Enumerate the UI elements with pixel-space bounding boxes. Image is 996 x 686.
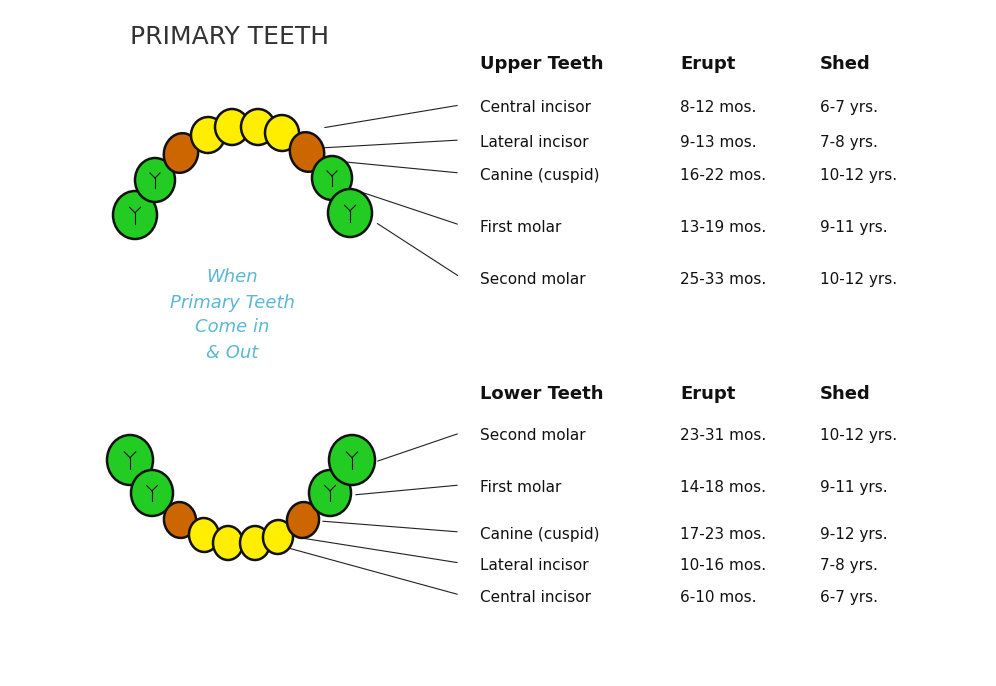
Ellipse shape [113,191,157,239]
Text: 8-12 mos.: 8-12 mos. [680,100,756,115]
Text: Shed: Shed [820,385,871,403]
Text: Erupt: Erupt [680,385,735,403]
Ellipse shape [287,502,319,538]
Text: 6-10 mos.: 6-10 mos. [680,590,757,605]
Ellipse shape [265,115,299,151]
Ellipse shape [240,526,270,560]
Text: Lateral incisor: Lateral incisor [480,558,589,573]
Text: 6-7 yrs.: 6-7 yrs. [820,590,878,605]
Text: Central incisor: Central incisor [480,100,591,115]
Text: 6-7 yrs.: 6-7 yrs. [820,100,878,115]
Text: 16-22 mos.: 16-22 mos. [680,168,766,183]
Ellipse shape [131,470,173,516]
Ellipse shape [263,520,293,554]
Text: 14-18 mos.: 14-18 mos. [680,480,766,495]
Text: 7-8 yrs.: 7-8 yrs. [820,558,877,573]
Text: Central incisor: Central incisor [480,590,591,605]
Ellipse shape [328,189,372,237]
Ellipse shape [290,132,325,172]
Text: Upper Teeth: Upper Teeth [480,55,604,73]
Text: Lateral incisor: Lateral incisor [480,135,589,150]
Text: PRIMARY TEETH: PRIMARY TEETH [130,25,329,49]
Text: Canine (cuspid): Canine (cuspid) [480,527,600,542]
Text: Erupt: Erupt [680,55,735,73]
Text: 9-13 mos.: 9-13 mos. [680,135,757,150]
Text: 25-33 mos.: 25-33 mos. [680,272,766,287]
Ellipse shape [312,156,352,200]
Text: 17-23 mos.: 17-23 mos. [680,527,766,542]
Text: 10-12 yrs.: 10-12 yrs. [820,428,897,443]
Text: 9-11 yrs.: 9-11 yrs. [820,220,887,235]
Text: Second molar: Second molar [480,428,586,443]
Ellipse shape [241,109,275,145]
Text: 10-16 mos.: 10-16 mos. [680,558,766,573]
Text: 9-12 yrs.: 9-12 yrs. [820,527,887,542]
Ellipse shape [215,109,249,145]
Text: 23-31 mos.: 23-31 mos. [680,428,766,443]
Text: 10-12 yrs.: 10-12 yrs. [820,272,897,287]
Ellipse shape [107,435,153,485]
Text: Canine (cuspid): Canine (cuspid) [480,168,600,183]
Ellipse shape [163,133,198,173]
Ellipse shape [191,117,225,153]
Text: 7-8 yrs.: 7-8 yrs. [820,135,877,150]
Ellipse shape [309,470,351,516]
Text: First molar: First molar [480,220,562,235]
Text: Shed: Shed [820,55,871,73]
Ellipse shape [189,518,219,552]
Ellipse shape [329,435,375,485]
Ellipse shape [164,502,196,538]
Text: Lower Teeth: Lower Teeth [480,385,604,403]
Text: 9-11 yrs.: 9-11 yrs. [820,480,887,495]
Text: 10-12 yrs.: 10-12 yrs. [820,168,897,183]
Text: 13-19 mos.: 13-19 mos. [680,220,766,235]
Ellipse shape [213,526,243,560]
Text: When
Primary Teeth
Come in
& Out: When Primary Teeth Come in & Out [169,268,295,362]
Text: First molar: First molar [480,480,562,495]
Text: Second molar: Second molar [480,272,586,287]
Ellipse shape [135,158,175,202]
